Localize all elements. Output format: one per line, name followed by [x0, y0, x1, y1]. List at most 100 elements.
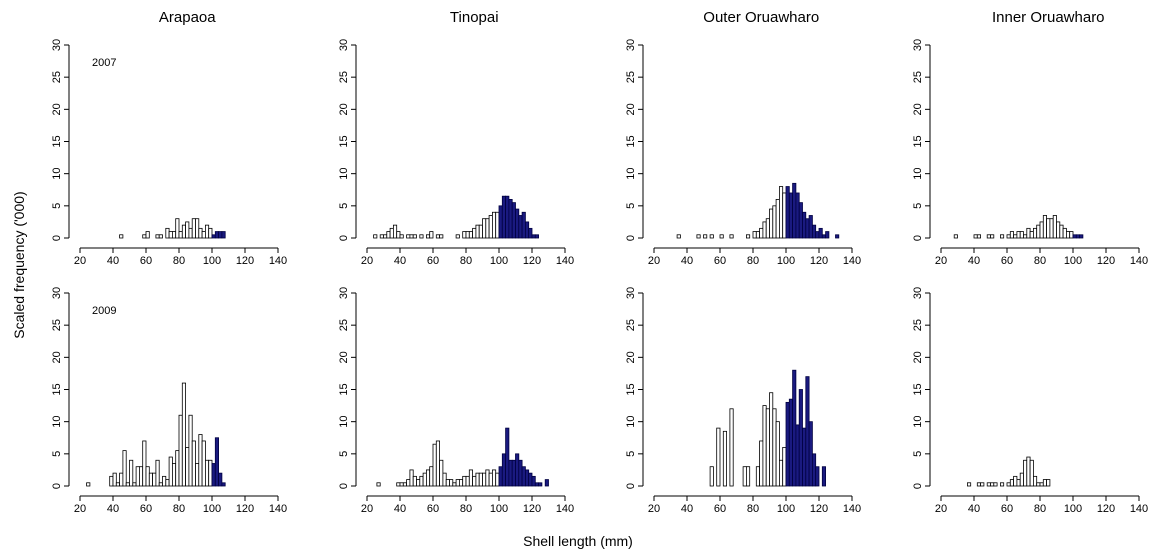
histogram-bar	[455, 479, 460, 487]
histogram-bar	[1026, 227, 1031, 239]
histogram-bar	[518, 459, 523, 487]
histogram-bar	[1042, 215, 1048, 239]
x-tick-label: 120	[1097, 255, 1115, 267]
histogram-bar	[1000, 482, 1005, 487]
histogram-bar	[980, 482, 985, 487]
histogram-bar	[1033, 475, 1038, 487]
histogram-bar	[119, 472, 124, 487]
panel-title: Arapaoa	[159, 9, 216, 26]
x-tick-label: 60	[1001, 503, 1013, 515]
histogram-bar	[802, 427, 807, 487]
y-tick-label: 0	[338, 483, 350, 489]
y-tick-label: 10	[338, 168, 350, 180]
histogram-bar	[808, 421, 813, 487]
histogram-bar	[204, 224, 210, 239]
histogram-bar	[729, 234, 734, 239]
y-tick-label: 15	[625, 383, 637, 395]
histogram-bar	[485, 218, 490, 239]
histogram-bar	[495, 211, 500, 239]
histogram-bar	[762, 405, 767, 487]
histogram-bar	[148, 472, 154, 487]
histogram-bar	[439, 234, 444, 239]
histogram-bar	[498, 466, 503, 487]
histogram-bar	[155, 234, 160, 239]
histogram-bar	[181, 224, 187, 239]
histogram-bar	[409, 469, 414, 487]
histogram-bar	[746, 466, 751, 487]
histogram-bar	[498, 205, 503, 239]
y-tick-label: 0	[625, 235, 637, 241]
histogram-bar	[462, 231, 467, 239]
histogram-bar	[485, 469, 490, 487]
y-tick-label: 25	[338, 319, 350, 331]
histogram-bar	[171, 463, 177, 487]
x-tick-label: 120	[523, 503, 541, 515]
x-tick-label: 80	[747, 503, 759, 515]
histogram-bar	[1009, 479, 1014, 487]
histogram-bar	[429, 231, 434, 239]
x-tick-label: 80	[173, 255, 185, 267]
y-tick-label: 30	[51, 39, 63, 51]
y-tick-label: 5	[625, 451, 637, 457]
x-tick-label: 80	[1034, 503, 1046, 515]
x-tick-label: 80	[747, 255, 759, 267]
x-tick-label: 120	[810, 255, 828, 267]
histogram-bar	[392, 224, 398, 239]
histogram-bar	[211, 463, 216, 487]
histogram-bar	[468, 231, 473, 239]
histogram-bar	[709, 234, 714, 239]
x-tick-label: 100	[490, 503, 508, 515]
histogram-bar	[475, 472, 480, 487]
x-tick-label: 140	[1130, 255, 1148, 267]
histogram-bar	[1023, 459, 1028, 487]
y-tick-label: 20	[51, 351, 63, 363]
x-tick-label: 40	[681, 503, 693, 515]
y-tick-label: 5	[338, 203, 350, 209]
histogram-bar	[386, 231, 391, 239]
histogram-bar	[442, 472, 447, 487]
histogram-bar	[779, 186, 784, 239]
histogram-bar	[696, 234, 701, 239]
histogram-bar	[162, 475, 167, 487]
y-tick-label: 15	[338, 383, 350, 395]
histogram-bar	[785, 401, 790, 487]
histogram-bar	[812, 224, 817, 239]
histogram-bar	[204, 459, 210, 487]
histogram-bar	[812, 453, 817, 487]
y-tick-label: 0	[51, 483, 63, 489]
y-tick-label: 20	[338, 351, 350, 363]
histogram-bar	[805, 218, 810, 239]
histogram-bar	[508, 198, 513, 239]
histogram-bar	[515, 208, 520, 239]
histogram-bar	[808, 215, 813, 239]
y-tick-label: 0	[625, 483, 637, 489]
histogram-bar	[109, 475, 114, 487]
histogram-bar	[168, 231, 173, 239]
histogram-bar	[178, 414, 183, 487]
histogram-bar	[1013, 475, 1018, 487]
y-tick-label: 25	[51, 319, 63, 331]
x-tick-label: 120	[810, 503, 828, 515]
x-tick-label: 40	[107, 503, 119, 515]
histogram-bar	[795, 424, 800, 487]
y-tick-label: 10	[912, 168, 924, 180]
histogram-bar	[435, 234, 440, 239]
histogram-bar	[821, 234, 826, 239]
x-tick-label: 120	[236, 255, 254, 267]
histogram-bar	[406, 234, 411, 239]
histogram-bar	[521, 466, 526, 487]
histogram-bar	[755, 466, 760, 487]
histogram-bar	[1046, 218, 1051, 239]
y-tick-label: 5	[912, 203, 924, 209]
y-tick-label: 0	[912, 483, 924, 489]
x-tick-label: 20	[935, 255, 947, 267]
histogram-bar	[1016, 479, 1021, 487]
histogram-bar	[719, 234, 724, 239]
x-tick-label: 40	[681, 255, 693, 267]
histogram-bar	[779, 459, 784, 487]
histogram-bar	[201, 231, 206, 239]
histogram-bar	[1029, 459, 1034, 487]
histogram-bar	[208, 459, 213, 487]
histogram-bar	[798, 389, 803, 487]
histogram-bar	[759, 227, 764, 239]
